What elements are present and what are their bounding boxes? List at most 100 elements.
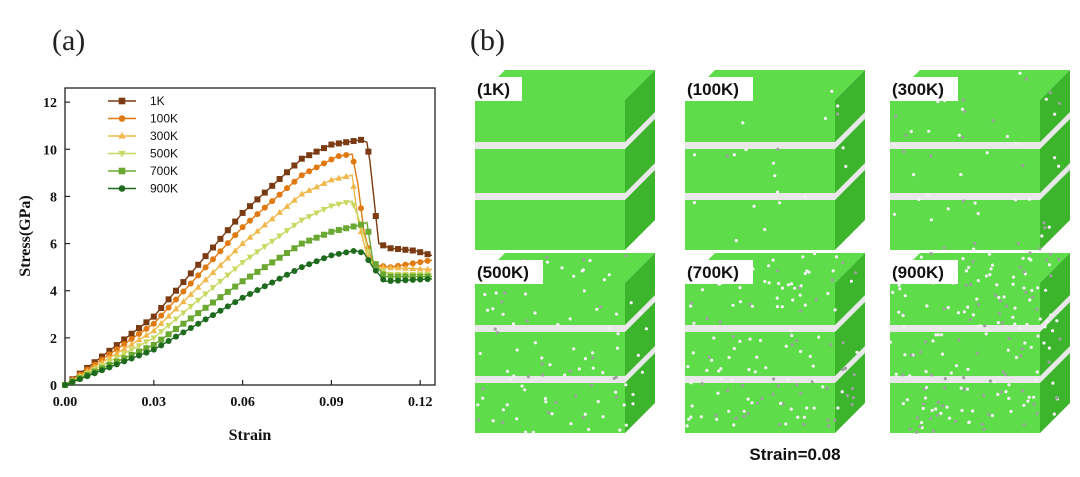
defect-atom (789, 407, 793, 411)
data-point (99, 367, 105, 374)
data-point (232, 218, 239, 225)
legend-marker (118, 167, 126, 175)
data-point (335, 201, 343, 208)
defect-atom (1001, 370, 1005, 374)
defect-atom (930, 408, 934, 412)
data-point (394, 264, 402, 271)
data-point (121, 358, 128, 365)
data-point (202, 291, 209, 298)
defect-atom (705, 368, 709, 373)
defect-atom (919, 255, 924, 259)
data-point (276, 254, 283, 261)
defect-atom (802, 422, 806, 427)
defect-atom (476, 403, 480, 407)
defect-atom (500, 300, 504, 304)
defect-atom (1048, 91, 1052, 95)
data-point (269, 182, 276, 189)
defect-atom (1055, 395, 1059, 400)
cube-label-bg (474, 260, 543, 284)
data-point (254, 211, 261, 218)
data-point (261, 221, 269, 228)
data-point (402, 261, 409, 268)
defect-atom (1025, 322, 1029, 327)
defect-atom (495, 331, 499, 335)
series-900k (62, 247, 433, 388)
data-point (202, 276, 209, 283)
defect-atom (509, 377, 513, 381)
data-point (320, 206, 328, 213)
data-point (128, 347, 135, 354)
defect-atom (940, 352, 945, 356)
defect-atom (894, 372, 898, 376)
data-point (284, 250, 290, 256)
data-point (358, 221, 364, 228)
defect-atom (700, 382, 704, 386)
defect-atom (616, 332, 620, 336)
defect-atom (943, 386, 947, 390)
defect-atom (700, 288, 705, 292)
defect-atom (734, 239, 738, 243)
atom-cube: (1K) (474, 70, 655, 250)
cube-side-face (625, 253, 655, 433)
defect-atom (636, 353, 640, 357)
data-point (306, 237, 313, 244)
data-point (269, 279, 276, 286)
data-point (113, 361, 120, 368)
defect-atom (699, 415, 704, 419)
defect-atom (894, 114, 898, 119)
defect-band (475, 346, 655, 383)
data-point (343, 225, 350, 232)
defect-atom (903, 294, 907, 298)
defect-atom (763, 279, 767, 284)
defect-atom (760, 397, 764, 401)
series-layer (61, 136, 433, 389)
defect-atom (491, 419, 495, 423)
x-axis-title: Strain (229, 427, 272, 444)
defect-atom (1009, 409, 1013, 414)
defect-atom (572, 347, 576, 351)
defect-atom (478, 351, 482, 356)
defect-atom (531, 430, 536, 434)
defect-atom (1032, 395, 1036, 399)
data-point (402, 273, 409, 280)
data-point (143, 325, 150, 332)
defect-atom (833, 308, 837, 312)
defect-atom (544, 400, 548, 404)
defect-atom (802, 415, 807, 419)
data-point (409, 260, 416, 267)
data-point (298, 172, 305, 179)
data-point (261, 283, 268, 290)
defect-atom (777, 201, 782, 205)
defect-atom (602, 278, 607, 282)
defect-atom (973, 242, 977, 246)
defect-atom (776, 269, 780, 273)
data-point (291, 162, 298, 169)
defect-atom (987, 412, 991, 416)
defect-atom (1002, 295, 1006, 299)
defect-atom (1058, 337, 1062, 341)
defect-atom (614, 390, 618, 394)
defect-atom (568, 317, 572, 321)
data-point (305, 214, 313, 221)
defect-atom (563, 373, 567, 377)
cube-front-face (685, 100, 835, 250)
defect-atom (1047, 346, 1051, 350)
defect-atom (640, 370, 645, 374)
data-point (136, 352, 142, 359)
data-point (261, 244, 269, 251)
data-point (136, 325, 142, 332)
data-point (143, 339, 150, 346)
data-point (284, 271, 290, 278)
data-point (209, 285, 217, 292)
defect-atom (744, 148, 748, 152)
defect-atom (961, 98, 966, 102)
data-point (113, 346, 120, 353)
defect-atom (689, 381, 693, 385)
defect-atom (925, 304, 929, 308)
defect-atom (730, 378, 734, 382)
data-point (424, 257, 431, 264)
defect-atom (481, 387, 485, 391)
defect-atom (501, 408, 505, 412)
data-point (247, 203, 253, 210)
data-point (261, 189, 268, 196)
